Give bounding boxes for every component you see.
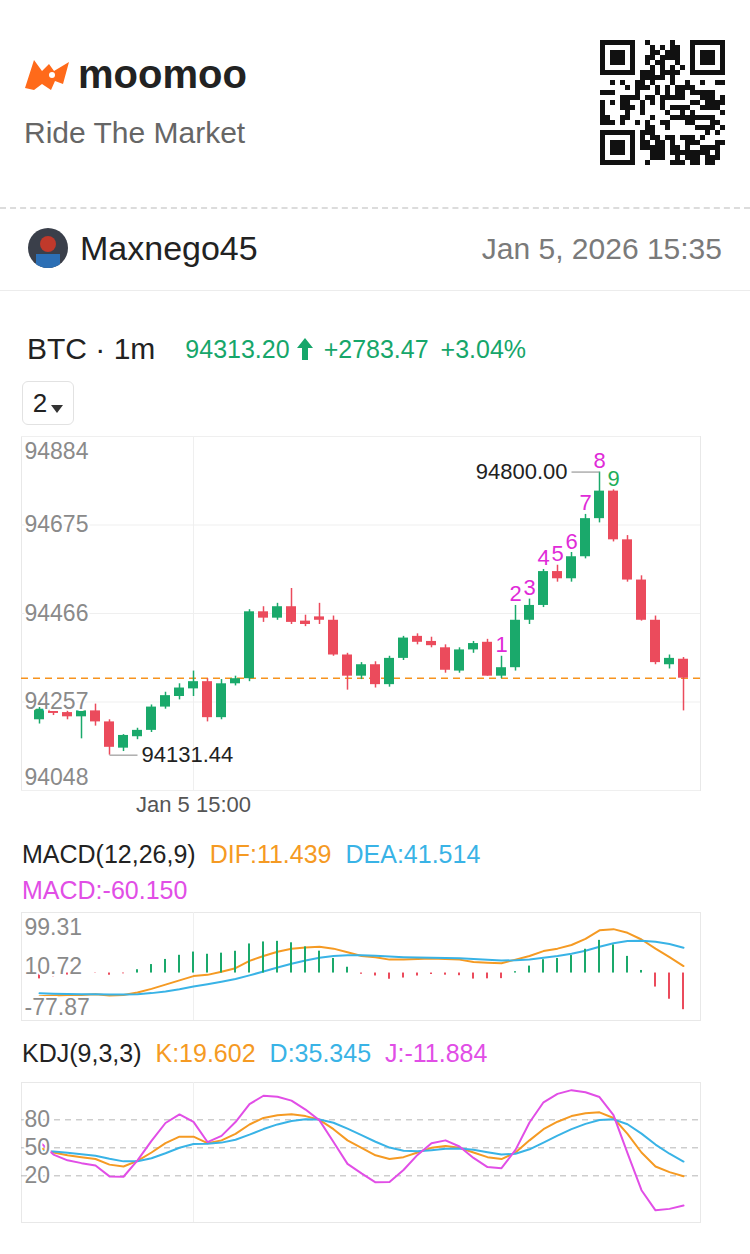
html-text:moomoo: moomoo: [78, 52, 247, 96]
svg-text:94048: 94048: [25, 764, 89, 790]
svg-text:-77.87: -77.87: [25, 994, 90, 1020]
svg-text:6: 6: [565, 529, 577, 554]
svg-text:5: 5: [551, 541, 563, 566]
html-text:MACD(12,26,9): MACD(12,26,9): [22, 840, 196, 868]
html-text:94313.20: 94313.20: [185, 334, 290, 363]
svg-text:94884: 94884: [25, 438, 89, 464]
svg-text:9: 9: [607, 466, 619, 491]
html-text:J:-11.884: J:-11.884: [385, 1039, 488, 1067]
svg-text:Jan 5 15:00: Jan 5 15:00: [136, 792, 251, 817]
svg-text:7: 7: [579, 490, 591, 515]
svg-text:94131.44: 94131.44: [142, 742, 234, 767]
html-text:MACD:-60.150: MACD:-60.150: [22, 876, 188, 904]
svg-text:20: 20: [25, 1162, 51, 1188]
html-text:Ride The Market: Ride The Market: [24, 116, 246, 149]
svg-text:2: 2: [509, 581, 521, 606]
svg-text:94675: 94675: [25, 511, 89, 537]
svg-text:4: 4: [537, 545, 549, 570]
svg-text:94800.00: 94800.00: [476, 459, 568, 484]
svg-text:50: 50: [25, 1134, 51, 1160]
svg-text:10.72: 10.72: [25, 953, 83, 979]
html-text:Jan 5, 2026 15:35: Jan 5, 2026 15:35: [481, 232, 722, 265]
html-text:+3.04%: +3.04%: [440, 334, 527, 363]
svg-text:94466: 94466: [25, 600, 89, 626]
svg-text:3: 3: [523, 575, 535, 600]
svg-text:99.31: 99.31: [25, 914, 83, 940]
html-text:DIF:11.439: DIF:11.439: [209, 840, 332, 868]
html-text:BTC · 1m: BTC · 1m: [27, 332, 156, 365]
html-text:+2783.47: +2783.47: [323, 334, 429, 363]
svg-text:80: 80: [25, 1106, 51, 1132]
html-text:DEA:41.514: DEA:41.514: [345, 840, 481, 868]
html-text:Maxnego45: Maxnego45: [80, 229, 258, 267]
html-text:KDJ(9,3,3): KDJ(9,3,3): [22, 1039, 142, 1067]
svg-text:8: 8: [593, 448, 605, 473]
html-text:D:35.345: D:35.345: [269, 1039, 371, 1067]
svg-text:1: 1: [495, 632, 507, 657]
html-text:2: 2: [32, 387, 48, 418]
svg-text:94257: 94257: [25, 688, 89, 714]
html-text:K:19.602: K:19.602: [155, 1039, 256, 1067]
